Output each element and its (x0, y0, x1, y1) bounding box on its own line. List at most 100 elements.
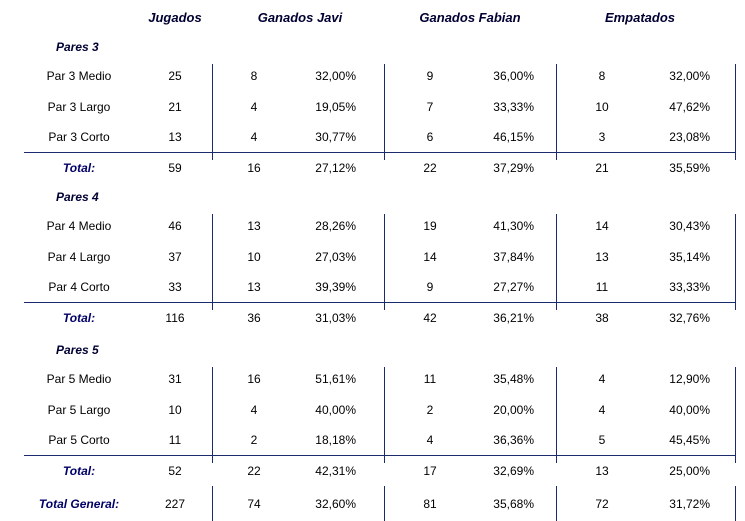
column-divider (735, 486, 736, 521)
total-cell: 21 (595, 161, 609, 175)
table-cell: 32,00% (315, 69, 356, 83)
table-cell: 11 (595, 280, 609, 294)
grand-total-cell: 81 (423, 497, 437, 511)
total-cell: 32,76% (669, 311, 710, 325)
header-jugados: Jugados (148, 10, 202, 25)
grand-total-cell: 72 (595, 497, 609, 511)
table-cell: 33 (168, 280, 182, 294)
table-cell: 8 (598, 69, 606, 83)
column-divider (212, 367, 213, 463)
row-label: Par 3 Medio (46, 69, 112, 83)
table-cell: 32,00% (669, 69, 710, 83)
table-cell: 14 (595, 219, 609, 233)
table-cell: 2 (250, 433, 258, 447)
table-cell: 28,26% (315, 219, 356, 233)
total-cell: 36 (247, 311, 261, 325)
column-divider (735, 367, 736, 463)
column-divider (556, 367, 557, 463)
table-cell: 9 (426, 69, 434, 83)
table-cell: 40,00% (315, 403, 356, 417)
header-ganados-fabian: Ganados Fabian (419, 10, 521, 25)
table-cell: 35,14% (669, 250, 710, 264)
total-cell: 31,03% (315, 311, 356, 325)
table-cell: 4 (250, 403, 258, 417)
table-cell: 6 (426, 130, 434, 144)
table-cell: 40,00% (669, 403, 710, 417)
row-label: Par 5 Corto (48, 433, 110, 447)
total-cell: 13 (595, 464, 609, 478)
column-divider (735, 214, 736, 310)
table-cell: 13 (247, 280, 261, 294)
table-cell: 4 (250, 100, 258, 114)
table-cell: 33,33% (669, 280, 710, 294)
grand-total-cell: 74 (247, 497, 261, 511)
table-cell: 37 (168, 250, 182, 264)
row-label: Par 3 Corto (48, 130, 110, 144)
column-divider (384, 486, 385, 521)
table-cell: 27,03% (315, 250, 356, 264)
table-cell: 9 (426, 280, 434, 294)
table-cell: 14 (423, 250, 437, 264)
grand-total-label: Total General: (38, 497, 120, 511)
table-cell: 10 (247, 250, 261, 264)
table-cell: 51,61% (315, 372, 356, 386)
total-label: Total: (62, 311, 96, 325)
total-cell: 27,12% (315, 161, 356, 175)
total-cell: 59 (168, 161, 182, 175)
table-cell: 25 (168, 69, 182, 83)
column-divider (212, 214, 213, 310)
table-cell: 3 (598, 130, 606, 144)
table-cell: 8 (250, 69, 258, 83)
total-cell: 52 (168, 464, 182, 478)
table-cell: 41,30% (493, 219, 534, 233)
table-cell: 16 (247, 372, 261, 386)
column-divider (212, 64, 213, 160)
total-cell: 22 (423, 161, 437, 175)
total-label: Total: (62, 161, 96, 175)
row-label: Par 5 Largo (47, 403, 111, 417)
table-cell: 47,62% (669, 100, 710, 114)
table-cell: 7 (426, 100, 434, 114)
table-cell: 31 (168, 372, 182, 386)
column-divider (556, 64, 557, 160)
total-cell: 36,21% (493, 311, 534, 325)
table-cell: 4 (598, 403, 606, 417)
grand-total-cell: 227 (164, 497, 186, 511)
table-cell: 13 (247, 219, 261, 233)
table-cell: 2 (426, 403, 434, 417)
table-cell: 39,39% (315, 280, 356, 294)
table-cell: 4 (598, 372, 606, 386)
table-cell: 30,77% (315, 130, 356, 144)
row-label: Par 4 Medio (46, 219, 112, 233)
section-title: Pares 3 (56, 40, 99, 54)
table-cell: 4 (426, 433, 434, 447)
header-empatados: Empatados (604, 10, 676, 25)
table-cell: 21 (168, 100, 182, 114)
total-cell: 35,59% (669, 161, 710, 175)
table-cell: 30,43% (669, 219, 710, 233)
total-cell: 38 (595, 311, 609, 325)
table-cell: 13 (168, 130, 182, 144)
grand-total-cell: 32,60% (315, 497, 356, 511)
table-cell: 12,90% (669, 372, 710, 386)
total-cell: 25,00% (669, 464, 710, 478)
table-cell: 37,84% (493, 250, 534, 264)
table-cell: 19 (423, 219, 437, 233)
table-cell: 10 (168, 403, 182, 417)
section-divider (24, 302, 736, 303)
table-cell: 11 (168, 433, 182, 447)
header-ganados-javi: Ganados Javi (257, 10, 343, 25)
table-cell: 27,27% (493, 280, 534, 294)
table-cell: 5 (598, 433, 606, 447)
total-label: Total: (62, 464, 96, 478)
column-divider (384, 214, 385, 310)
column-divider (212, 486, 213, 521)
section-title: Pares 4 (56, 190, 99, 204)
section-divider (24, 152, 736, 153)
table-cell: 20,00% (493, 403, 534, 417)
table-cell: 36,00% (493, 69, 534, 83)
total-cell: 32,69% (493, 464, 534, 478)
table-cell: 33,33% (493, 100, 534, 114)
row-label: Par 4 Largo (47, 250, 111, 264)
total-cell: 37,29% (493, 161, 534, 175)
